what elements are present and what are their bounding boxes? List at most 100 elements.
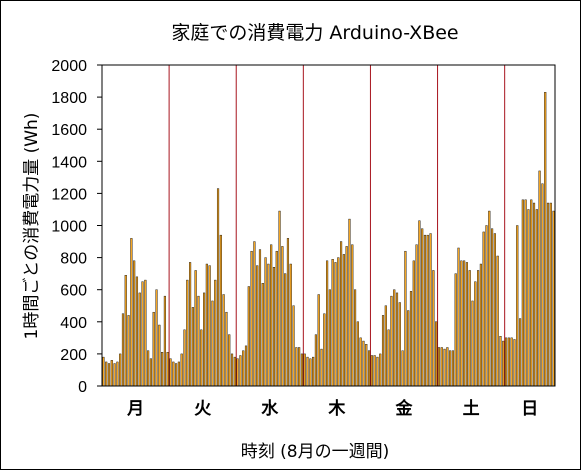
bar	[505, 337, 508, 387]
chart-title: 家庭での消費電力 Arduino-XBee	[171, 22, 458, 44]
bar	[401, 350, 404, 387]
bar	[423, 234, 427, 387]
bar	[278, 210, 281, 387]
bar	[449, 350, 452, 387]
bar	[211, 300, 214, 387]
bar	[253, 241, 256, 387]
bar	[379, 353, 382, 387]
y-tick-label: 800	[60, 251, 87, 268]
y-tick-layer: 0 200 400 600 800 1000 1200 1400 1600 1800 2000	[51, 58, 102, 396]
y-tick-label: 1200	[51, 186, 87, 203]
bar	[454, 273, 457, 387]
bar	[326, 260, 329, 387]
bar	[426, 234, 429, 387]
bar	[264, 257, 267, 387]
bar	[323, 313, 326, 387]
y-tick-label: 400	[60, 315, 87, 332]
bar	[527, 209, 530, 387]
bar	[230, 353, 234, 387]
bar	[175, 363, 178, 387]
bar	[499, 336, 502, 387]
bar	[130, 238, 133, 387]
bar	[356, 321, 359, 387]
bar	[191, 307, 194, 387]
bar	[516, 225, 519, 387]
bar	[127, 315, 130, 387]
bar	[270, 244, 273, 387]
bar	[105, 361, 108, 387]
bar	[354, 289, 357, 387]
bar	[149, 358, 153, 387]
bar	[482, 231, 485, 387]
day-label: 木	[327, 398, 346, 419]
bar	[119, 353, 122, 387]
bar	[155, 289, 158, 387]
bar	[471, 300, 474, 387]
bar	[208, 265, 211, 387]
y-tick-label: 2000	[51, 58, 87, 75]
y-tick-label: 600	[60, 283, 87, 300]
bar	[502, 340, 505, 387]
y-tick-label: 1000	[51, 219, 87, 236]
bar	[161, 352, 164, 387]
bar	[365, 344, 368, 387]
y-tick-label: 0	[78, 379, 87, 396]
bar	[552, 210, 555, 387]
bar	[166, 352, 169, 387]
bar	[334, 262, 337, 387]
bar	[113, 363, 116, 387]
bar	[479, 263, 482, 387]
bar	[541, 183, 544, 387]
bar	[102, 356, 105, 387]
bar	[144, 279, 147, 387]
bar	[437, 347, 441, 387]
bar	[407, 310, 410, 387]
bar	[530, 199, 533, 387]
bar	[256, 265, 259, 387]
bar	[180, 353, 183, 387]
y-tick-label: 1600	[51, 122, 87, 139]
day-label: 日	[521, 399, 538, 419]
bar	[205, 263, 208, 387]
bar	[219, 234, 222, 387]
bar	[418, 220, 421, 387]
bar	[197, 295, 200, 387]
bar	[342, 254, 345, 387]
bar	[135, 276, 139, 387]
bar	[133, 260, 136, 387]
bar	[440, 347, 443, 387]
bar	[538, 170, 541, 387]
bar	[331, 259, 334, 387]
bar	[376, 356, 379, 387]
bar	[303, 353, 306, 387]
bar	[147, 350, 150, 387]
bar	[286, 238, 290, 387]
bar	[275, 250, 278, 387]
bar	[141, 281, 144, 387]
bar	[239, 355, 242, 387]
bar	[485, 225, 488, 387]
bar	[496, 255, 499, 387]
x-axis-label: 時刻 (8月の一週間)	[241, 442, 389, 462]
bar	[309, 358, 312, 387]
bar	[370, 355, 373, 387]
bar	[258, 249, 262, 387]
bar	[306, 356, 309, 387]
bar	[532, 202, 536, 387]
bar	[298, 347, 301, 387]
bar	[451, 350, 455, 387]
bar	[121, 313, 125, 387]
bar	[250, 250, 253, 387]
bar	[186, 279, 189, 387]
bar	[395, 292, 399, 387]
bar	[272, 267, 276, 387]
bar	[432, 270, 435, 387]
bar	[152, 311, 155, 387]
bar	[465, 262, 468, 387]
bar	[292, 305, 295, 387]
bar	[429, 233, 432, 387]
plot-area	[101, 64, 556, 387]
bar	[348, 218, 351, 387]
